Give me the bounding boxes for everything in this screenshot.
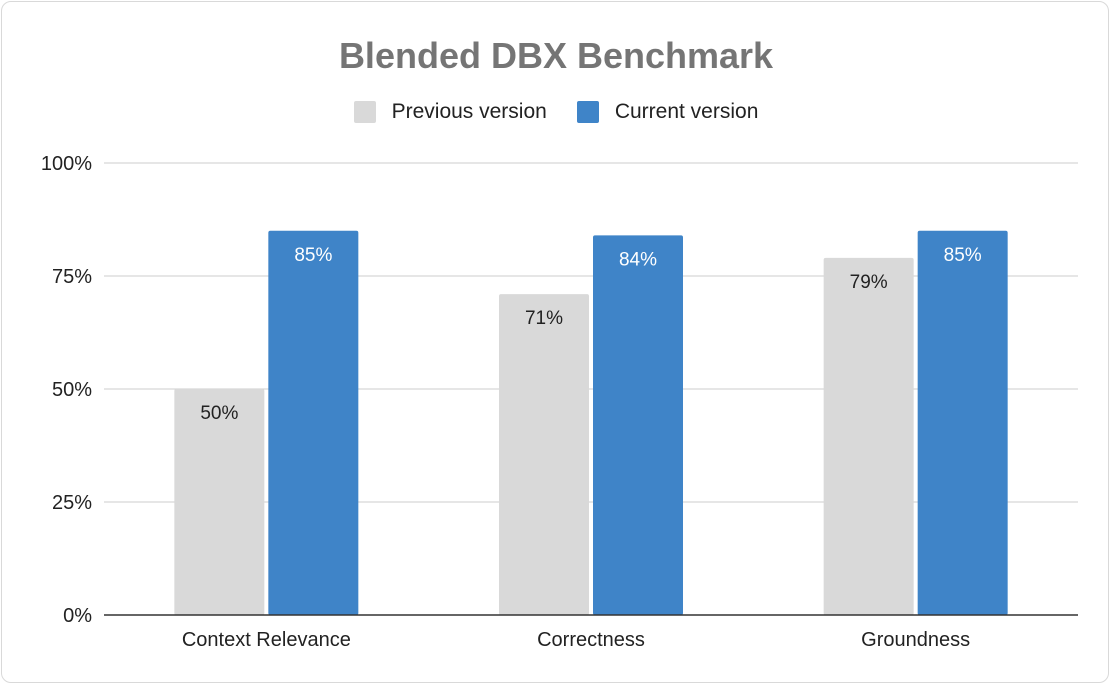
data-label-previous-1: 71% <box>525 308 563 329</box>
y-tick-label-25: 25% <box>52 492 92 514</box>
data-label-previous-2: 79% <box>850 272 888 293</box>
legend-swatch-current <box>576 101 599 123</box>
bar-current-0 <box>268 230 359 616</box>
bar-current-1 <box>593 235 683 615</box>
legend-swatch-previous <box>353 101 376 123</box>
data-label-current-0: 85% <box>294 245 332 266</box>
chart-title: Blended DBX Benchmark <box>338 35 774 76</box>
legend-label-current: Current version <box>614 100 759 123</box>
chart-legend: Previous version Current version <box>0 100 1112 124</box>
x-category-label-0: Context Relevance <box>182 629 351 651</box>
y-tick-label-75: 75% <box>52 266 92 288</box>
y-tick-label-50: 50% <box>52 379 92 401</box>
legend-label-previous: Previous version <box>391 100 547 123</box>
bar-current-2 <box>917 230 1008 616</box>
data-label-current-1: 84% <box>619 249 657 270</box>
bar-previous-2 <box>823 257 914 615</box>
legend-item-current: Current version <box>576 100 759 124</box>
y-tick-label-0: 0% <box>63 605 92 627</box>
legend-item-previous: Previous version <box>353 100 547 124</box>
x-category-label-1: Correctness <box>537 629 645 651</box>
bar-previous-1 <box>499 294 589 615</box>
data-label-current-2: 85% <box>944 245 982 266</box>
data-label-previous-0: 50% <box>200 403 238 424</box>
x-category-label-2: Groundness <box>861 629 970 651</box>
y-tick-label-100: 100% <box>41 153 92 175</box>
bar-previous-0 <box>174 389 265 615</box>
